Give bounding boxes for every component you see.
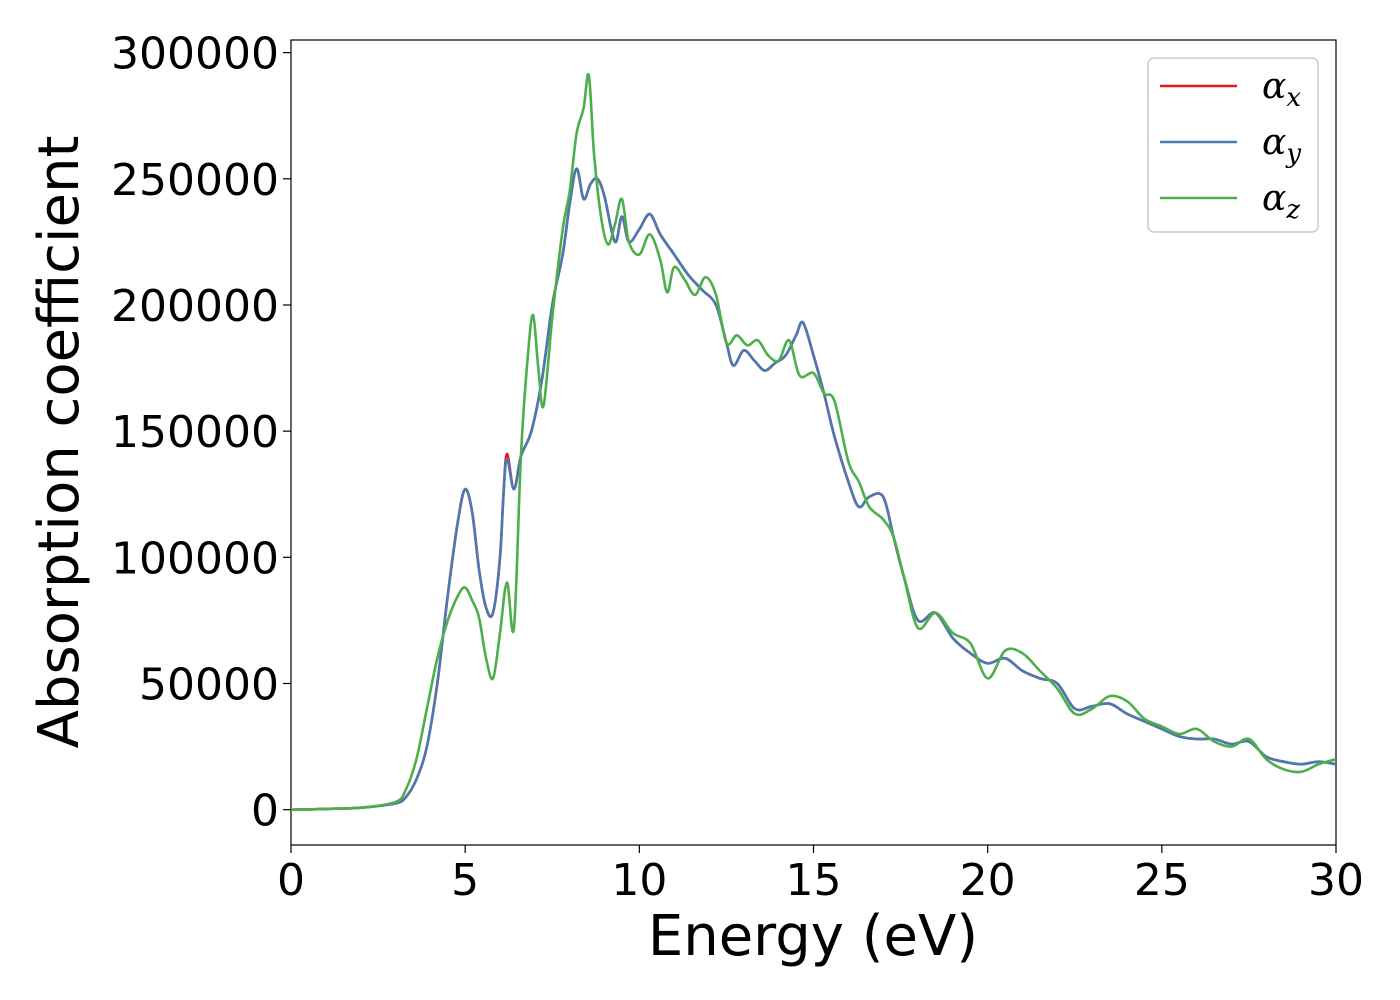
- series-line-x: [290, 167, 1337, 811]
- legend-label-z: αz: [1262, 178, 1300, 225]
- x-tick-label: 5: [451, 855, 479, 906]
- x-tick-label: 30: [1308, 855, 1364, 906]
- x-tick-label: 20: [960, 855, 1016, 906]
- series-layer: [290, 72, 1337, 811]
- x-axis: 0 5 10 15 20 25 30: [277, 845, 1364, 906]
- legend-label-y: αy: [1262, 122, 1301, 169]
- x-tick-label: 15: [786, 855, 842, 906]
- y-axis-title: Absorption coefficient: [27, 136, 92, 749]
- x-tick-label: 25: [1134, 855, 1190, 906]
- legend: αx αy αz: [1147, 57, 1319, 233]
- series-line-y: [290, 167, 1337, 811]
- x-tick-label: 0: [277, 855, 305, 906]
- y-tick-label: 300000: [111, 29, 279, 80]
- y-axis: 0 50000 100000 150000 200000 250000 300000: [111, 29, 291, 837]
- x-axis-title: Energy (eV): [648, 904, 978, 969]
- y-tick-label: 200000: [111, 281, 279, 332]
- legend-box: [1147, 57, 1319, 233]
- y-tick-label: 100000: [111, 533, 279, 584]
- y-tick-label: 150000: [111, 407, 279, 458]
- legend-label-x: αx: [1262, 66, 1301, 113]
- y-tick-label: 50000: [139, 659, 279, 710]
- x-tick-label: 10: [611, 855, 667, 906]
- y-tick-label: 0: [251, 786, 279, 837]
- y-tick-label: 250000: [111, 155, 279, 206]
- series-line-z: [290, 72, 1337, 811]
